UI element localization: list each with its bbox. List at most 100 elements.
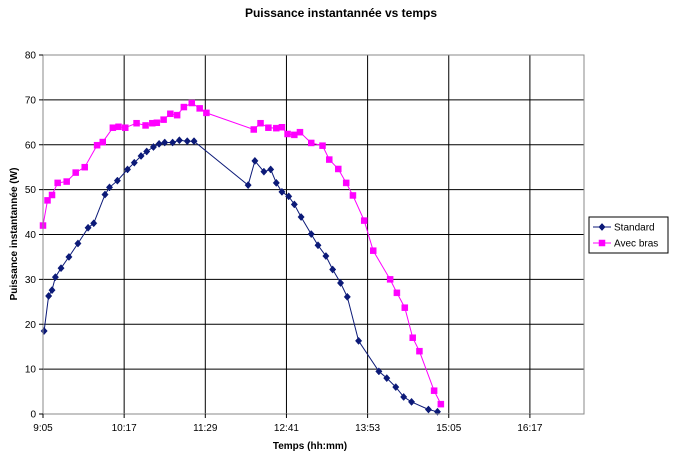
legend-marker [598,223,606,231]
data-point [65,252,73,261]
data-point [173,111,181,119]
data-point [278,123,286,131]
data-point [307,230,315,239]
data-point [143,147,151,156]
data-point [265,124,272,131]
data-point [408,397,416,406]
data-point [416,347,423,355]
data-point [349,192,357,199]
y-axis-ticks: 0 10 20 30 40 50 60 70 80 [25,51,43,421]
data-point [113,176,121,185]
y-tick-label: 80 [25,51,37,62]
data-point [130,158,138,167]
data-point [278,187,286,196]
data-point [375,367,383,376]
data-point [272,178,280,187]
data-point [105,183,114,192]
data-point [183,137,191,146]
x-tick-label: 13:53 [355,423,380,434]
data-point [122,124,129,131]
data-point [167,110,174,118]
data-point [81,163,88,171]
data-point [93,141,101,149]
data-point [393,289,401,297]
data-point [115,123,122,131]
data-point [72,169,79,176]
legend-box [588,216,669,254]
data-point [250,126,258,133]
data-point [48,191,56,199]
y-tick-label: 20 [25,320,37,331]
legend-label: Standard [614,223,655,234]
y-tick-label: 40 [25,230,37,241]
series-layer [39,99,445,416]
data-point [424,405,432,414]
x-tick-label: 12:41 [274,423,299,434]
data-point [260,167,268,176]
data-point [142,122,149,129]
data-point [267,165,275,174]
x-tick-label: 15:05 [436,423,461,434]
data-point [329,265,337,274]
x-tick-label: 11:29 [193,423,218,434]
legend-marker [598,239,606,247]
data-point [101,190,109,199]
y-tick-label: 0 [30,410,36,421]
data-point [123,165,132,174]
series-1 [40,136,442,416]
y-tick-label: 50 [25,185,37,196]
data-point [297,213,305,221]
y-tick-label: 30 [25,275,37,286]
data-point [291,131,298,139]
data-point [161,138,169,147]
series-2 [39,99,445,408]
y-axis-title: Puissance instantannée (W) [9,168,20,301]
data-point [437,400,445,408]
x-tick-label: 10:17 [112,423,137,434]
data-point [400,392,408,401]
data-point [99,138,106,146]
data-point [109,124,117,131]
data-point [57,264,65,273]
data-point [285,192,293,201]
data-point [343,292,351,301]
data-point [160,116,167,123]
data-point [45,292,53,300]
data-point [54,179,61,187]
data-point [307,139,315,147]
series-line [43,139,438,413]
data-point [188,99,196,107]
data-point [44,197,51,204]
data-point [360,217,368,224]
data-point [169,138,177,147]
data-point [314,241,322,250]
data-point [369,247,377,254]
data-point [386,276,394,283]
data-point [296,128,304,136]
data-point [155,139,163,148]
data-point [137,151,145,160]
data-point [273,124,280,132]
data-point [84,223,92,232]
data-point [48,286,56,295]
data-point [322,252,330,261]
data-point [90,219,98,228]
data-point [319,142,326,149]
data-point [74,239,82,248]
data-point [409,334,416,341]
legend: Standard Avec bras [588,216,669,254]
data-point [133,119,140,127]
data-point [392,383,400,392]
y-tick-label: 60 [25,140,37,151]
data-point [383,374,391,383]
data-point [203,109,210,117]
y-tick-label: 70 [25,95,37,106]
legend-label: Avec bras [614,239,658,250]
data-point [63,178,70,185]
data-point [326,156,333,163]
data-point [196,105,203,112]
data-point [244,181,252,190]
data-point [175,136,183,145]
data-point [190,137,198,146]
x-axis-ticks: 9:05 10:17 11:29 12:41 13:53 15:05 16:17 [33,414,543,434]
